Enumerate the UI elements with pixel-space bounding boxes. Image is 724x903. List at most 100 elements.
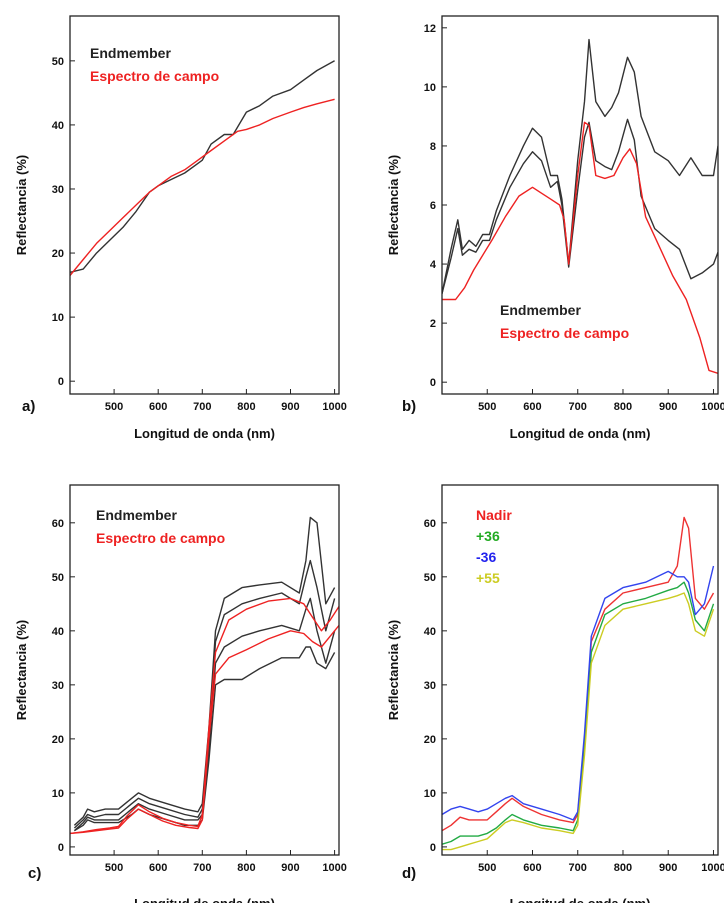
series-group [70, 516, 339, 835]
legend: Endmember Espectro de campo [96, 507, 225, 546]
x-tick-label: 900 [659, 401, 677, 413]
y-tick-label: 30 [52, 680, 64, 692]
y-tick-label: 12 [424, 23, 436, 35]
y-tick-label: 2 [430, 318, 436, 330]
x-tick-label: 500 [478, 401, 496, 413]
legend-entry: Endmember [90, 45, 171, 61]
series-line-endmember-0 [442, 38, 718, 294]
y-tick-label: 0 [430, 377, 436, 389]
series-line-espectro-de-campo-2 [442, 121, 718, 374]
y-tick-label: 10 [52, 312, 64, 324]
y-axis-label: Reflectancia (%) [386, 620, 401, 720]
legend-entry: -36 [476, 549, 496, 565]
legend-entry: Espectro de campo [96, 530, 225, 546]
series-line-endmember-3 [74, 646, 336, 832]
panel-label: d) [402, 865, 416, 882]
legend-entry: Espectro de campo [90, 68, 219, 84]
x-tick-label: 1000 [322, 862, 346, 874]
y-tick-label: 0 [58, 376, 64, 388]
x-tick-label: 900 [281, 401, 299, 413]
series-line-endmember-1 [442, 118, 718, 294]
x-tick-label: 500 [105, 401, 123, 413]
y-tick-label: 50 [52, 56, 64, 68]
x-tick-label: 600 [523, 862, 541, 874]
legend-entry: Endmember [96, 507, 177, 523]
y-tick-label: 6 [430, 200, 436, 212]
chart-panel-b: 500 600 700 800 900 1000 0 2 4 6 8 10 12 Longitud de … [386, 15, 724, 441]
y-tick-label: 4 [430, 259, 437, 271]
x-axis-label: Longitud de onda (nm) [134, 426, 275, 441]
y-tick-label: 40 [424, 626, 436, 638]
legend-entry: +55 [476, 570, 500, 586]
y-tick-label: 8 [430, 141, 436, 153]
x-tick-label: 500 [478, 862, 496, 874]
chart-panel-a: 500 600 700 800 900 1000 0 10 20 30 40 50 Longitud d… [14, 15, 347, 441]
x-axis-label: Longitud de onda (nm) [510, 896, 651, 903]
y-tick-label: 40 [52, 120, 64, 132]
series-group [442, 38, 718, 374]
legend-entry: Espectro de campo [500, 325, 629, 341]
chart-panel-d: 500 600 700 800 900 1000 0 10 20 30 40 50 60 Longitud… [386, 484, 724, 903]
y-tick-label: 20 [52, 248, 64, 260]
x-tick-label: 1000 [322, 401, 346, 413]
y-tick-label: 30 [52, 184, 64, 196]
series-line-espectro-de-campo-1 [70, 98, 335, 276]
x-tick-label: 800 [614, 401, 632, 413]
x-tick-label: 700 [569, 862, 587, 874]
x-tick-label: 500 [105, 862, 123, 874]
plot-frame [441, 484, 719, 856]
plot-frame [69, 484, 340, 856]
x-axis-label: Longitud de onda (nm) [134, 896, 275, 903]
legend-entry: +36 [476, 528, 500, 544]
y-tick-label: 40 [52, 626, 64, 638]
legend: Nadir +36 -36 +55 [476, 507, 512, 586]
y-tick-label: 0 [430, 842, 436, 854]
x-tick-label: 600 [149, 862, 167, 874]
series-line-espectro-de-campo-4 [70, 597, 339, 835]
x-tick-label: 800 [237, 862, 255, 874]
series-line--36-2 [442, 565, 715, 821]
series-group [442, 516, 715, 851]
x-tick-label: 800 [614, 862, 632, 874]
x-tick-label: 600 [149, 401, 167, 413]
series-line-nadir-0 [442, 516, 715, 832]
series-line--36-1 [442, 581, 715, 845]
y-tick-label: 50 [424, 572, 436, 584]
series-line--55-3 [442, 592, 715, 851]
panel-label: b) [402, 398, 416, 415]
legend-entry: Endmember [500, 302, 581, 318]
panel-label: c) [28, 865, 41, 882]
y-axis-label: Reflectancia (%) [14, 155, 29, 255]
y-tick-label: 60 [424, 518, 436, 530]
legend-entry: Nadir [476, 507, 512, 523]
x-axis-label: Longitud de onda (nm) [510, 426, 651, 441]
series-group [70, 60, 335, 276]
legend: Endmember Espectro de campo [90, 45, 219, 84]
x-tick-label: 900 [281, 862, 299, 874]
x-tick-label: 700 [193, 862, 211, 874]
y-tick-label: 0 [58, 842, 64, 854]
x-tick-label: 700 [569, 401, 587, 413]
y-tick-label: 10 [424, 82, 436, 94]
x-tick-label: 700 [193, 401, 211, 413]
x-tick-label: 900 [659, 862, 677, 874]
y-axis-label: Reflectancia (%) [14, 620, 29, 720]
y-tick-label: 20 [424, 734, 436, 746]
y-tick-label: 10 [52, 788, 64, 800]
chart-panel-c: 500 600 700 800 900 1000 0 10 20 30 40 50 60 Longitud… [14, 484, 347, 903]
x-tick-label: 1000 [701, 401, 724, 413]
y-tick-label: 20 [52, 734, 64, 746]
x-tick-label: 1000 [701, 862, 724, 874]
series-line-espectro-de-campo-5 [70, 624, 339, 835]
x-tick-label: 800 [237, 401, 255, 413]
y-tick-label: 10 [424, 788, 436, 800]
x-tick-label: 600 [523, 401, 541, 413]
y-axis-label: Reflectancia (%) [386, 155, 401, 255]
series-line-endmember-0 [70, 60, 335, 273]
panel-label: a) [22, 398, 35, 415]
y-tick-label: 50 [52, 572, 64, 584]
y-tick-label: 60 [52, 518, 64, 530]
y-tick-label: 30 [424, 680, 436, 692]
plot-frame [69, 15, 340, 395]
